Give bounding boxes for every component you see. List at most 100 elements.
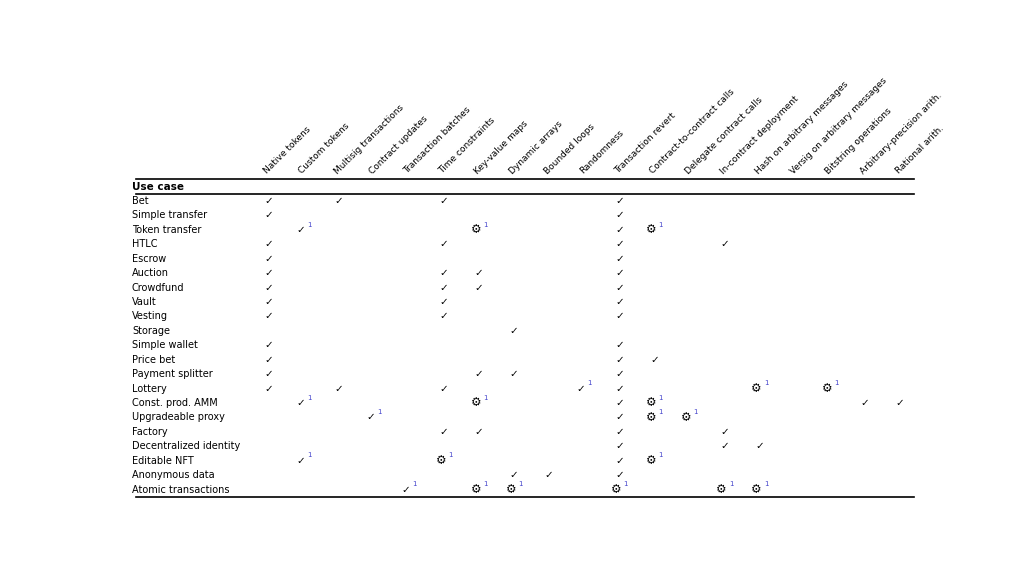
Text: Token transfer: Token transfer: [132, 225, 202, 235]
Text: Key-value maps: Key-value maps: [473, 119, 529, 176]
Text: Decentralized identity: Decentralized identity: [132, 441, 241, 451]
Text: ✓: ✓: [615, 210, 624, 221]
Text: Hash on arbitrary messages: Hash on arbitrary messages: [754, 79, 850, 176]
Text: ⚙: ⚙: [646, 411, 656, 424]
Text: ✓: ✓: [264, 253, 273, 264]
Text: ⚙: ⚙: [435, 454, 446, 467]
Text: ⚙: ⚙: [716, 483, 727, 496]
Text: ✓: ✓: [860, 398, 869, 408]
Text: ✓: ✓: [756, 441, 764, 451]
Text: ✓: ✓: [510, 326, 518, 336]
Text: Arbitrary-precision arith.: Arbitrary-precision arith.: [859, 91, 944, 176]
Text: 1: 1: [307, 222, 311, 227]
Text: ✓: ✓: [615, 456, 624, 466]
Text: ⚙: ⚙: [646, 223, 656, 236]
Text: 1: 1: [483, 481, 487, 487]
Text: 1: 1: [764, 380, 768, 386]
Text: ✓: ✓: [720, 441, 729, 451]
Text: Multisig transactions: Multisig transactions: [333, 103, 406, 176]
Text: ✓: ✓: [264, 297, 273, 307]
Text: ✓: ✓: [720, 239, 729, 249]
Text: ✓: ✓: [475, 268, 483, 278]
Text: Transaction batches: Transaction batches: [402, 105, 473, 176]
Text: Bet: Bet: [132, 196, 148, 206]
Text: ✓: ✓: [720, 427, 729, 437]
Text: Time constraints: Time constraints: [437, 116, 498, 176]
Text: Payment splitter: Payment splitter: [132, 369, 213, 379]
Text: ✓: ✓: [439, 297, 449, 307]
Text: Simple transfer: Simple transfer: [132, 210, 207, 221]
Text: ⚙: ⚙: [646, 396, 656, 409]
Text: Const. prod. AMM: Const. prod. AMM: [132, 398, 218, 408]
Text: ✓: ✓: [264, 383, 273, 393]
Text: ✓: ✓: [296, 225, 305, 235]
Text: 1: 1: [729, 481, 733, 487]
Text: 1: 1: [658, 452, 664, 459]
Text: ✓: ✓: [615, 383, 624, 393]
Text: 1: 1: [764, 481, 768, 487]
Text: 1: 1: [483, 395, 487, 401]
Text: ✓: ✓: [264, 239, 273, 249]
Text: HTLC: HTLC: [132, 239, 158, 249]
Text: 1: 1: [483, 222, 487, 227]
Text: ✓: ✓: [615, 398, 624, 408]
Text: ✓: ✓: [615, 239, 624, 249]
Text: ✓: ✓: [439, 282, 449, 293]
Text: ✓: ✓: [510, 470, 518, 480]
Text: In-contract deployment: In-contract deployment: [718, 94, 800, 176]
Text: 1: 1: [658, 395, 664, 401]
Text: ⚙: ⚙: [471, 483, 481, 496]
Text: Price bet: Price bet: [132, 355, 175, 365]
Text: ✓: ✓: [335, 383, 343, 393]
Text: ✓: ✓: [615, 427, 624, 437]
Text: ✓: ✓: [296, 456, 305, 466]
Text: ✓: ✓: [439, 196, 449, 206]
Text: 1: 1: [588, 380, 592, 386]
Text: Rational arith.: Rational arith.: [894, 124, 945, 176]
Text: ✓: ✓: [615, 470, 624, 480]
Text: ✓: ✓: [577, 383, 586, 393]
Text: ✓: ✓: [264, 210, 273, 221]
Text: 1: 1: [658, 409, 664, 415]
Text: 1: 1: [413, 481, 417, 487]
Text: ✓: ✓: [615, 355, 624, 365]
Text: ✓: ✓: [439, 383, 449, 393]
Text: ✓: ✓: [615, 297, 624, 307]
Text: Anonymous data: Anonymous data: [132, 470, 215, 480]
Text: Atomic transactions: Atomic transactions: [132, 485, 229, 494]
Text: ✓: ✓: [510, 369, 518, 379]
Text: Transaction revert: Transaction revert: [613, 112, 678, 176]
Text: Delegate contract calls: Delegate contract calls: [683, 95, 764, 176]
Text: ✓: ✓: [264, 268, 273, 278]
Text: Native tokens: Native tokens: [262, 125, 312, 176]
Text: 1: 1: [693, 409, 698, 415]
Text: Factory: Factory: [132, 427, 168, 437]
Text: 1: 1: [834, 380, 839, 386]
Text: ✓: ✓: [264, 355, 273, 365]
Text: Versig on arbitrary messages: Versig on arbitrary messages: [788, 76, 889, 176]
Text: ✓: ✓: [439, 268, 449, 278]
Text: Custom tokens: Custom tokens: [297, 122, 351, 176]
Text: Crowdfund: Crowdfund: [132, 282, 184, 293]
Text: ✓: ✓: [264, 282, 273, 293]
Text: ✓: ✓: [439, 239, 449, 249]
Text: Contract updates: Contract updates: [368, 114, 429, 176]
Text: ✓: ✓: [545, 470, 554, 480]
Text: ⚙: ⚙: [471, 223, 481, 236]
Text: ✓: ✓: [615, 282, 624, 293]
Text: 1: 1: [377, 409, 382, 415]
Text: ⚙: ⚙: [646, 454, 656, 467]
Text: 1: 1: [449, 452, 453, 459]
Text: ✓: ✓: [401, 485, 410, 494]
Text: ⚙: ⚙: [752, 382, 762, 395]
Text: ✓: ✓: [335, 196, 343, 206]
Text: ✓: ✓: [615, 340, 624, 350]
Text: ✓: ✓: [615, 412, 624, 422]
Text: 1: 1: [307, 395, 311, 401]
Text: ✓: ✓: [615, 311, 624, 321]
Text: ✓: ✓: [650, 355, 658, 365]
Text: 1: 1: [658, 222, 664, 227]
Text: 1: 1: [518, 481, 522, 487]
Text: 1: 1: [307, 452, 311, 459]
Text: ✓: ✓: [296, 398, 305, 408]
